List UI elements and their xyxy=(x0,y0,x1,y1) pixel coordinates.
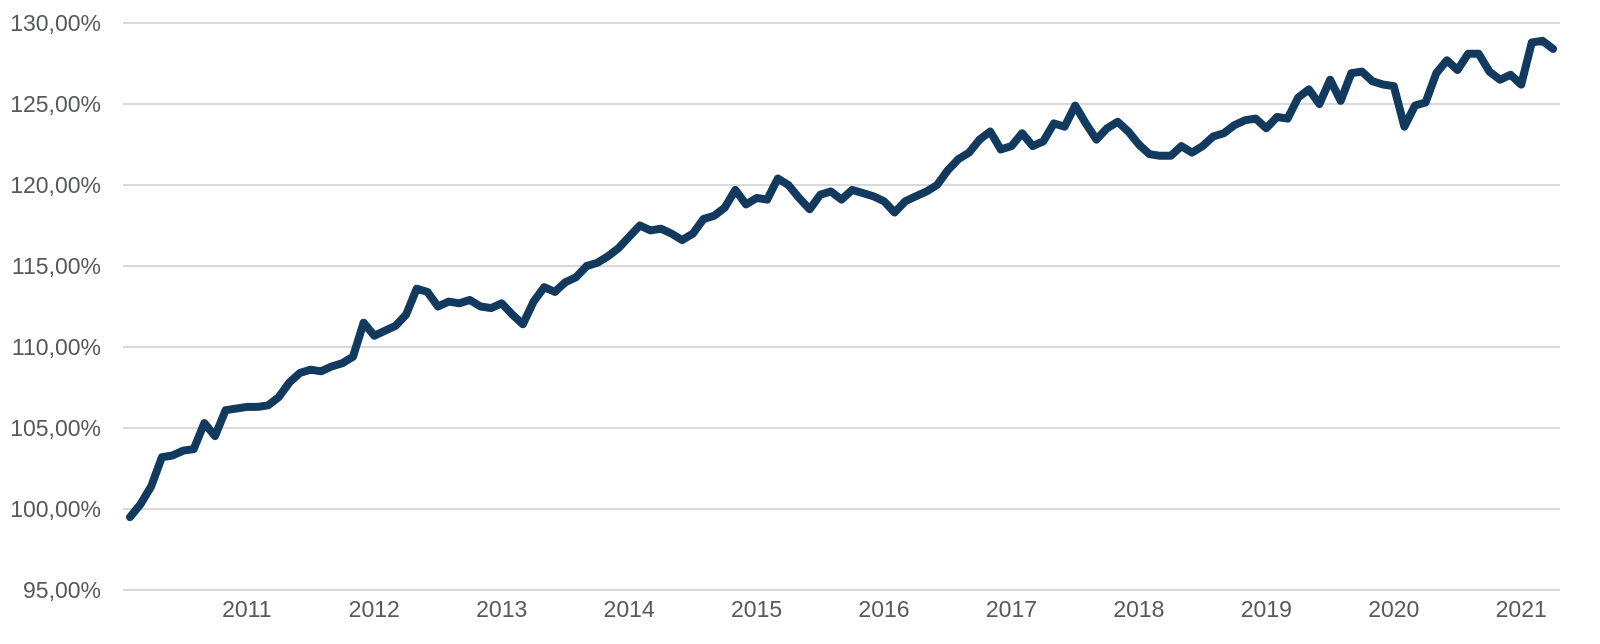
x-axis-tick-label: 2016 xyxy=(858,596,909,622)
y-axis-tick-label: 125,00% xyxy=(10,91,101,117)
x-axis-tick-label: 2021 xyxy=(1496,596,1547,622)
x-axis-tick-label: 2020 xyxy=(1368,596,1419,622)
x-axis-tick-label: 2012 xyxy=(349,596,400,622)
x-axis-tick-label: 2013 xyxy=(476,596,527,622)
x-axis-tick-label: 2011 xyxy=(222,596,271,622)
y-axis-tick-label: 115,00% xyxy=(12,253,101,279)
y-axis-tick-label: 120,00% xyxy=(10,172,101,198)
x-axis-tick-label: 2018 xyxy=(1113,596,1164,622)
y-axis-tick-label: 95,00% xyxy=(23,577,101,603)
y-axis-tick-label: 100,00% xyxy=(10,496,101,522)
x-axis-tick-label: 2017 xyxy=(986,596,1037,622)
y-axis-tick-label: 110,00% xyxy=(12,334,101,360)
x-axis-tick-label: 2014 xyxy=(604,596,655,622)
x-axis-tick-label: 2015 xyxy=(731,596,782,622)
x-axis-tick-label: 2019 xyxy=(1241,596,1292,622)
y-axis-tick-label: 105,00% xyxy=(10,415,101,441)
performance-line xyxy=(126,36,1558,522)
y-axis-tick-label: 130,00% xyxy=(10,10,101,36)
